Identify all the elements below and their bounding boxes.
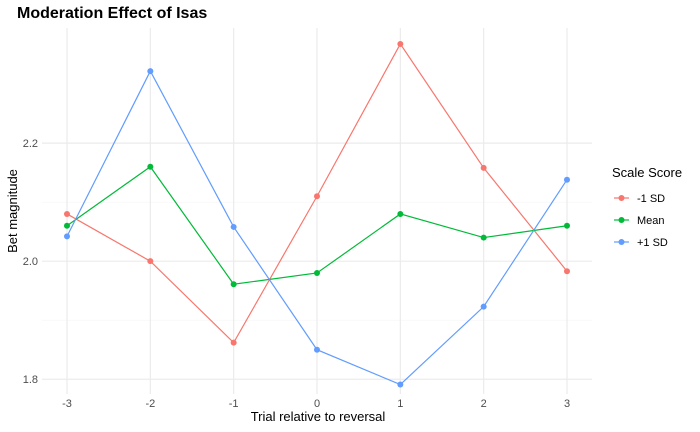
- data-point-1-sd: [64, 210, 70, 217]
- x-tick-label: -2: [145, 398, 155, 410]
- legend-label: Mean: [637, 215, 665, 227]
- data-point-mean: [230, 281, 237, 288]
- legend-label: +1 SD: [637, 237, 668, 249]
- x-tick-label: 1: [397, 398, 403, 410]
- data-point-1-sd: [564, 268, 570, 275]
- legend-key-point: [618, 217, 625, 223]
- x-tick-label: 2: [481, 398, 487, 410]
- y-axis-ticks: 1.8 2.0 2.2: [23, 138, 38, 386]
- data-point-mean: [480, 234, 487, 241]
- legend-item-1-sd: -1 SD: [614, 193, 665, 205]
- data-point-1-sd: [314, 193, 320, 200]
- legend: Scale Score -1 SD Mean +1 SD: [612, 165, 682, 249]
- legend-key-point: [618, 195, 625, 201]
- data-point-1-sd: [230, 339, 237, 346]
- x-axis-ticks: -3 -2 -1 0 1 2 3: [62, 398, 570, 410]
- chart-title: Moderation Effect of Isas: [17, 5, 207, 22]
- legend-label: -1 SD: [637, 193, 665, 205]
- legend-item-mean: Mean: [614, 215, 665, 227]
- y-tick-label: 2.2: [23, 138, 38, 150]
- data-point-1-sd: [64, 233, 70, 240]
- data-point-1-sd: [480, 303, 487, 310]
- legend-title: Scale Score: [612, 165, 682, 180]
- data-point-mean: [64, 222, 70, 229]
- data-point-1-sd: [480, 164, 487, 171]
- data-point-1-sd: [397, 381, 404, 388]
- x-axis-title: Trial relative to reversal: [251, 409, 386, 424]
- data-point-1-sd: [230, 223, 237, 230]
- data-point-1-sd: [397, 40, 404, 47]
- legend-key-point: [618, 239, 625, 245]
- data-point-1-sd: [314, 346, 320, 353]
- series-layer: [64, 40, 570, 388]
- grid: [42, 28, 592, 394]
- data-point-mean: [564, 222, 570, 229]
- data-point-1-sd: [147, 68, 154, 75]
- legend-item-1-sd: +1 SD: [614, 237, 668, 249]
- x-tick-label: 0: [314, 398, 320, 410]
- data-point-1-sd: [564, 176, 570, 183]
- x-tick-label: -3: [62, 398, 72, 410]
- x-tick-label: -1: [229, 398, 239, 410]
- data-point-mean: [397, 210, 404, 217]
- data-point-mean: [314, 269, 320, 276]
- y-axis-title: Bet magnitude: [5, 169, 20, 253]
- data-point-1-sd: [147, 258, 154, 265]
- y-tick-label: 1.8: [23, 374, 38, 386]
- y-tick-label: 2.0: [23, 256, 38, 268]
- x-tick-label: 3: [564, 398, 570, 410]
- data-point-mean: [147, 163, 154, 170]
